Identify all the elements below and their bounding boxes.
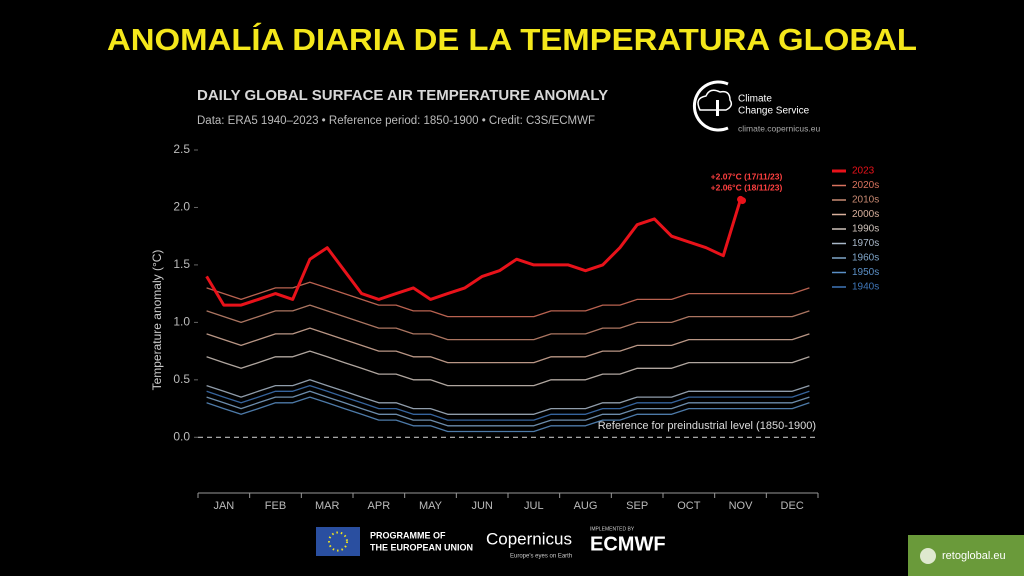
- x-tick-label: FEB: [265, 500, 286, 512]
- x-tick-label: JUN: [471, 500, 492, 512]
- c3s-logo: Climate Change Service climate.copernicu…: [692, 80, 820, 133]
- x-tick-label: SEP: [626, 500, 648, 512]
- page-title: ANOMALÍA DIARIA DE LA TEMPERATURA GLOBAL: [107, 22, 917, 57]
- site-icon: [920, 548, 936, 564]
- footer: PROGRAMME OF THE EUROPEAN UNION Copernic…: [316, 526, 1024, 576]
- series-line: [206, 281, 810, 318]
- y-tick-label: 0.5: [173, 372, 190, 386]
- eu-flag: [316, 527, 360, 556]
- x-tick-label: MAY: [419, 500, 443, 512]
- logo-url: climate.copernicus.eu: [738, 123, 820, 133]
- logo-arc: [692, 80, 729, 132]
- reference-label: Reference for preindustrial level (1850-…: [598, 420, 816, 432]
- y-axis-label: Temperature anomaly (°C): [150, 250, 164, 391]
- y-tick-label: 2.5: [173, 142, 190, 156]
- series-line: [206, 327, 810, 364]
- series-line: [206, 379, 810, 415]
- legend-label: 2010s: [852, 195, 879, 206]
- annotation-label: +2.07°C (17/11/23): [711, 171, 783, 181]
- chart-subtitle: Data: ERA5 1940–2023 • Reference period:…: [197, 115, 595, 127]
- x-tick-label: OCT: [677, 500, 701, 512]
- series-line: [206, 390, 810, 427]
- legend-label: 1940s: [852, 282, 879, 293]
- annotation-point: [739, 197, 746, 205]
- eu-stars: [328, 531, 348, 552]
- legend-label: 2020s: [852, 180, 879, 191]
- chart-title: DAILY GLOBAL SURFACE AIR TEMPERATURE ANO…: [197, 87, 608, 104]
- series-line: [205, 198, 742, 307]
- implemented-by: IMPLEMENTED BY: [590, 526, 635, 532]
- y-tick-label: 1.5: [173, 257, 190, 271]
- legend-label: 1960s: [852, 253, 879, 264]
- logo-thermometer: [716, 100, 719, 116]
- eu-text: THE EUROPEAN UNION: [370, 542, 473, 552]
- x-tick-label: JAN: [213, 500, 234, 512]
- ecmwf-logo: ECMWF: [590, 533, 666, 555]
- series-line: [206, 350, 810, 387]
- y-tick-label: 0.0: [173, 429, 190, 443]
- legend-label: 2000s: [852, 209, 879, 220]
- y-tick-label: 2.0: [173, 200, 190, 214]
- series-line: [206, 304, 810, 341]
- x-tick-label: MAR: [315, 500, 340, 512]
- legend-label: 1990s: [852, 224, 879, 235]
- x-tick-label: APR: [368, 500, 391, 512]
- x-tick-label: AUG: [574, 500, 598, 512]
- copernicus-logo: Copernicus: [486, 529, 572, 548]
- series-line: [206, 396, 810, 433]
- legend-label: 1970s: [852, 238, 879, 249]
- logo-cloud: [697, 89, 733, 111]
- legend-label: 1950s: [852, 267, 879, 278]
- x-tick-label: JUL: [524, 500, 544, 512]
- legend-label: 2023: [852, 166, 875, 177]
- x-tick-label: NOV: [729, 500, 754, 512]
- annotation-label: +2.06°C (18/11/23): [711, 182, 783, 192]
- logo-text: Climate: [738, 94, 772, 105]
- y-tick-label: 1.0: [173, 315, 190, 329]
- copernicus-tagline: Europe's eyes on Earth: [510, 554, 572, 560]
- x-tick-label: DEC: [781, 500, 804, 512]
- eu-text: PROGRAMME OF: [370, 530, 446, 540]
- series-line: [206, 384, 810, 421]
- site-url: retoglobal.eu: [942, 550, 1006, 562]
- plot: 0.0 0.5 1.0 1.5 2.0 2.5 JAN FEB MAR APR MAY JUN JUL A…: [173, 142, 879, 512]
- logo-text: Change Service: [738, 106, 810, 117]
